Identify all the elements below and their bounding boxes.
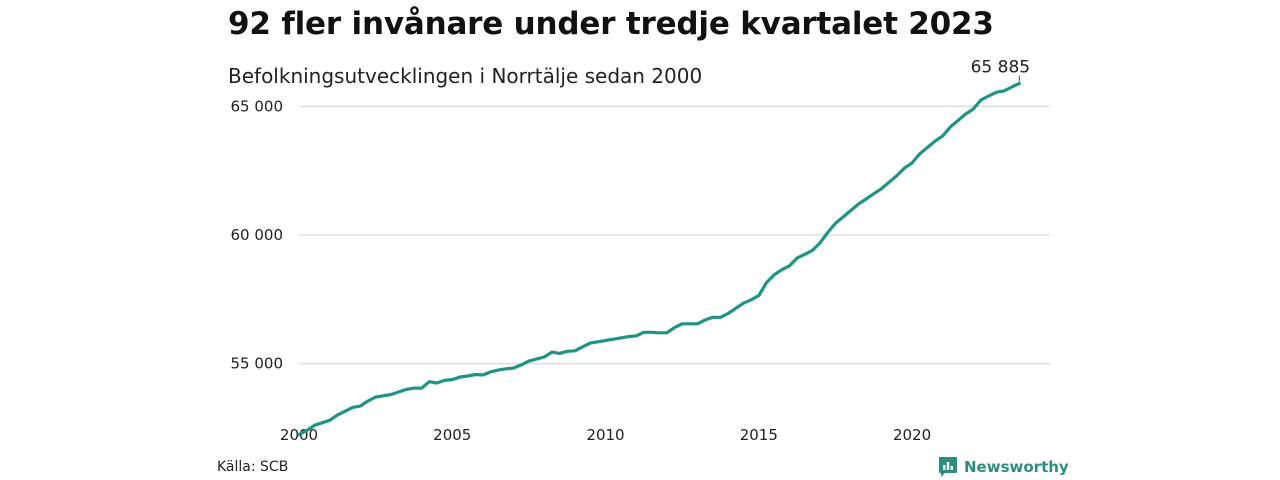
- chart-title: 92 fler invånare under tredje kvartalet …: [228, 6, 994, 42]
- y-tick-label: 65 000: [231, 97, 284, 115]
- x-tick-label: 2010: [586, 426, 624, 444]
- end-value-label: 65 885: [971, 58, 1030, 78]
- x-tick-label: 2005: [433, 426, 471, 444]
- x-axis-ticks: 2000 2005 2010 2015 2020: [280, 426, 931, 444]
- y-axis-ticks: 55 000 60 000 65 000: [231, 97, 284, 372]
- chart-subtitle: Befolkningsutvecklingen i Norrtälje seda…: [228, 64, 703, 88]
- source-note: Källa: SCB: [217, 459, 289, 475]
- x-tick-label: 2020: [893, 426, 931, 444]
- newsworthy-logo-icon: [939, 457, 957, 477]
- y-tick-label: 55 000: [231, 355, 284, 373]
- brand-label: Newsworthy: [964, 458, 1069, 476]
- population-series-line: [297, 81, 1021, 436]
- x-tick-label: 2015: [740, 426, 778, 444]
- y-tick-label: 60 000: [231, 226, 284, 244]
- gridlines: [299, 105, 1050, 365]
- brand-logo[interactable]: Newsworthy: [938, 456, 1069, 478]
